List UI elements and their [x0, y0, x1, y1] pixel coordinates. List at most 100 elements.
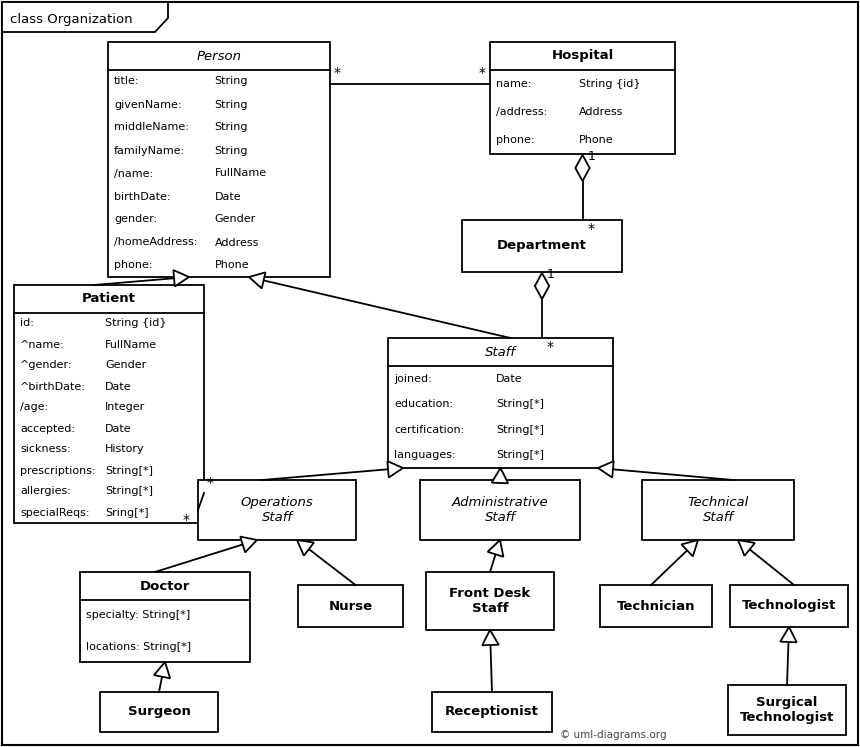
Text: ^gender:: ^gender: — [20, 361, 72, 371]
Text: 1: 1 — [547, 268, 555, 281]
Text: sickness:: sickness: — [20, 444, 71, 454]
Text: String[*]: String[*] — [496, 450, 544, 460]
Text: Front Desk
Staff: Front Desk Staff — [450, 587, 531, 615]
Polygon shape — [598, 461, 614, 477]
Text: Surgical
Technologist: Surgical Technologist — [740, 696, 834, 724]
Text: 1: 1 — [587, 150, 595, 163]
Text: gender:: gender: — [114, 214, 157, 225]
Text: Phone: Phone — [579, 135, 613, 145]
Bar — [432, 692, 552, 732]
Text: Phone: Phone — [214, 261, 249, 270]
Text: Person: Person — [196, 49, 242, 63]
Text: *: * — [479, 66, 486, 80]
Text: givenName:: givenName: — [114, 99, 181, 110]
Text: Administrative
Staff: Administrative Staff — [452, 496, 549, 524]
Text: String: String — [214, 99, 248, 110]
Polygon shape — [154, 662, 170, 678]
Polygon shape — [492, 468, 508, 483]
Text: *: * — [334, 66, 341, 80]
Text: joined:: joined: — [394, 374, 432, 384]
Bar — [462, 220, 622, 272]
Text: ^birthDate:: ^birthDate: — [20, 382, 86, 391]
Text: allergies:: allergies: — [20, 486, 71, 497]
Text: Date: Date — [214, 191, 241, 202]
Bar — [490, 42, 675, 154]
Polygon shape — [482, 630, 499, 645]
Bar — [198, 480, 356, 540]
Text: © uml-diagrams.org: © uml-diagrams.org — [560, 730, 666, 740]
Text: /address:: /address: — [496, 107, 547, 117]
Text: String {id}: String {id} — [579, 79, 641, 89]
Polygon shape — [681, 540, 698, 557]
Polygon shape — [387, 461, 403, 477]
Text: id:: id: — [20, 318, 34, 329]
Polygon shape — [575, 155, 590, 181]
Text: specialReqs:: specialReqs: — [20, 507, 89, 518]
Polygon shape — [297, 540, 314, 556]
Polygon shape — [738, 540, 755, 556]
Text: Sring[*]: Sring[*] — [105, 507, 149, 518]
Text: String[*]: String[*] — [496, 425, 544, 435]
Text: *: * — [207, 476, 214, 490]
Bar — [80, 572, 250, 662]
Polygon shape — [535, 273, 550, 299]
Bar — [642, 480, 794, 540]
Text: /homeAddress:: /homeAddress: — [114, 238, 198, 247]
Text: /age:: /age: — [20, 403, 48, 412]
Text: *: * — [587, 222, 594, 236]
Text: FullName: FullName — [105, 339, 157, 350]
Text: languages:: languages: — [394, 450, 456, 460]
Text: String[*]: String[*] — [496, 399, 544, 409]
Text: String {id}: String {id} — [105, 318, 167, 329]
Polygon shape — [240, 536, 257, 552]
Text: phone:: phone: — [496, 135, 535, 145]
Text: String: String — [214, 123, 248, 132]
Bar — [728, 685, 846, 735]
Text: *: * — [547, 340, 554, 354]
Text: prescriptions:: prescriptions: — [20, 465, 95, 476]
Text: title:: title: — [114, 76, 139, 87]
Text: name:: name: — [496, 79, 531, 89]
Polygon shape — [174, 270, 189, 287]
Polygon shape — [2, 2, 168, 32]
Text: Nurse: Nurse — [329, 600, 372, 613]
Text: Receptionist: Receptionist — [445, 705, 539, 719]
Bar — [108, 42, 330, 277]
Bar — [388, 338, 613, 468]
Text: familyName:: familyName: — [114, 146, 185, 155]
Text: certification:: certification: — [394, 425, 464, 435]
Text: education:: education: — [394, 399, 453, 409]
Text: /name:: /name: — [114, 169, 153, 179]
Text: Technical
Staff: Technical Staff — [687, 496, 748, 524]
Polygon shape — [249, 273, 266, 288]
Text: Doctor: Doctor — [140, 580, 190, 592]
Text: String[*]: String[*] — [105, 465, 153, 476]
Text: Hospital: Hospital — [551, 49, 614, 63]
Text: String[*]: String[*] — [105, 486, 153, 497]
Bar — [426, 572, 554, 630]
Text: Address: Address — [579, 107, 624, 117]
Text: Date: Date — [105, 382, 132, 391]
Text: Gender: Gender — [214, 214, 255, 225]
Polygon shape — [488, 540, 503, 557]
Text: locations: String[*]: locations: String[*] — [86, 642, 191, 651]
Text: class Organization: class Organization — [10, 13, 132, 26]
Bar — [298, 585, 403, 627]
Text: *: * — [183, 513, 190, 527]
Bar — [100, 692, 218, 732]
Text: String: String — [214, 146, 248, 155]
Bar — [14, 285, 204, 523]
Text: Surgeon: Surgeon — [127, 705, 190, 719]
Text: ^name:: ^name: — [20, 339, 64, 350]
Text: Technologist: Technologist — [742, 600, 836, 613]
Polygon shape — [780, 627, 796, 642]
Text: History: History — [105, 444, 144, 454]
Text: String: String — [214, 76, 248, 87]
Bar — [420, 480, 580, 540]
Text: Technician: Technician — [617, 600, 695, 613]
Text: FullName: FullName — [214, 169, 267, 179]
Text: specialty: String[*]: specialty: String[*] — [86, 610, 190, 621]
Text: middleName:: middleName: — [114, 123, 189, 132]
Text: Department: Department — [497, 240, 587, 252]
Text: Staff: Staff — [485, 346, 516, 359]
